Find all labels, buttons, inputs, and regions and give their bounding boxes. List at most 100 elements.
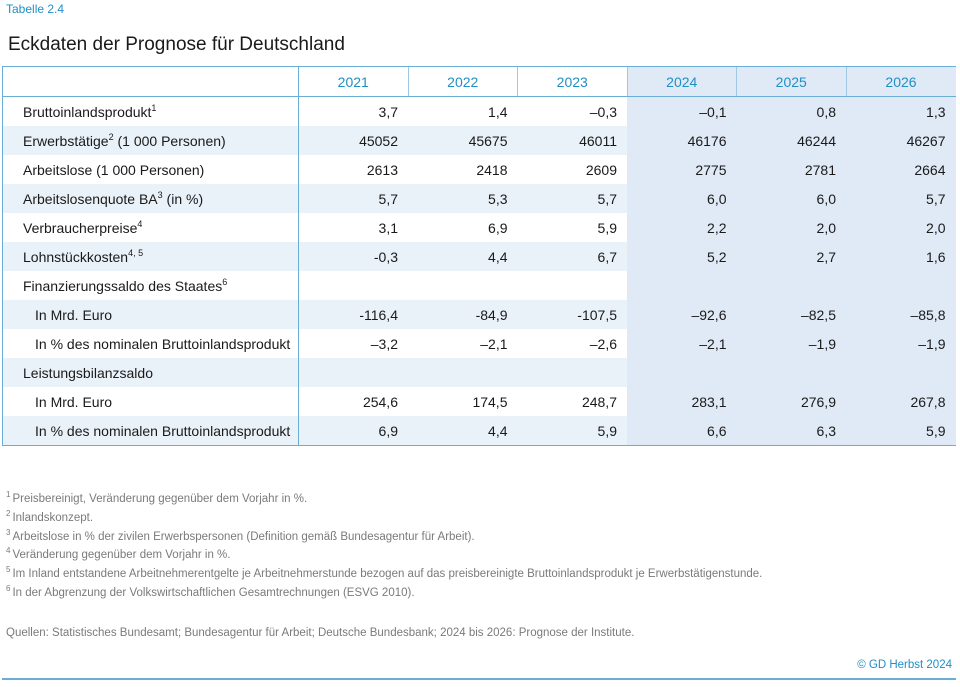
footnote: 2 Inlandskonzept. [6, 509, 762, 528]
value-cell: 248,7 [517, 387, 627, 416]
footnote: 1 Preisbereinigt, Veränderung gegenüber d… [6, 490, 762, 509]
value-cell: 2775 [627, 155, 737, 184]
value-cell: 2613 [298, 155, 408, 184]
table-row: Bruttoinlandsprodukt1 3,7 1,4 –0,3 –0,1 0,8 1,… [2, 96, 956, 126]
value-cell: 6,9 [298, 416, 408, 446]
footnote: 5 Im Inland entstandene Arbeitnehmerentge… [6, 565, 762, 584]
table-row: In Mrd. Euro -116,4 -84,9 -107,5 –92,6 –82,5–… [2, 300, 956, 329]
value-cell: 2,0 [736, 213, 846, 242]
table-row: In % des nominalen Bruttoinlandsprodukt 6… [2, 416, 956, 446]
footnote-text: Preisbereinigt, Veränderung gegenüber de… [12, 493, 308, 505]
footnote-text: In der Abgrenzung der Volkswirtschaftlic… [12, 586, 415, 599]
value-cell: 46176 [627, 126, 737, 155]
value-cell: –0,1 [627, 96, 737, 126]
value-cell: 5,7 [517, 184, 627, 213]
value-cell: 2609 [517, 155, 627, 184]
footnote-text: Arbeitslose in % der zivilen Erwerbspers… [12, 530, 475, 543]
value-cell: 6,0 [736, 184, 846, 213]
value-cell: 6,9 [408, 213, 518, 242]
row-label-suffix: (1 000 Personen) [113, 132, 226, 149]
value-cell: –82,5 [736, 300, 846, 329]
value-cell: –2,1 [408, 329, 518, 358]
value-cell [846, 358, 956, 387]
value-cell [736, 358, 846, 387]
value-cell [627, 271, 737, 300]
footnote: 3 Arbeitslose in % der zivilen Erwerbsper… [6, 528, 762, 547]
value-cell: 6,3 [736, 416, 846, 446]
table-row: In % des nominalen Bruttoinlandsprodukt –… [2, 329, 956, 358]
row-label-text: Bruttoinlandsprodukt [23, 103, 152, 120]
year-header: 2021 [298, 66, 408, 97]
value-cell: 5,7 [846, 184, 956, 213]
table-row: Arbeitslosenquote BA3 (in %) 5,7 5,3 5,7 6,0… [2, 184, 956, 213]
row-label-text: Arbeitslose (1 000 Personen) [23, 161, 205, 178]
footnote-marker: 4, 5 [128, 247, 144, 258]
year-header-forecast: 2026 [845, 66, 956, 97]
table-row: In Mrd. Euro 254,6 174,5 248,7 283,1 276,9 267… [2, 387, 956, 416]
year-header-forecast: 2025 [736, 66, 846, 97]
row-label-text: In % des nominalen Bruttoinlandsprodukt [35, 422, 291, 439]
value-cell: 5,2 [627, 242, 737, 271]
table-row: Verbraucherpreise4 3,1 6,9 5,9 2,2 2,0 2,0 [2, 213, 956, 242]
value-cell: 46244 [736, 126, 846, 155]
table-header-row: 2021 2022 2023 2024 2025 2026 [2, 66, 956, 97]
forecast-table: 2021 2022 2023 2024 2025 2026 Bruttoinla… [2, 66, 956, 446]
row-label-text: In % des nominalen Bruttoinlandsprodukt [35, 335, 291, 352]
row-label: Verbraucherpreise4 [2, 213, 299, 242]
row-label-text: Leistungsbilanzsaldo [23, 364, 153, 381]
value-cell: 5,7 [298, 184, 408, 213]
value-cell: 6,6 [627, 416, 737, 446]
page-title: Eckdaten der Prognose für Deutschland [8, 34, 345, 55]
table-row: Lohnstückkosten4, 5 -0,3 4,4 6,7 5,2 2,7 1,6 [2, 242, 956, 271]
footnote-number: 5 [6, 565, 11, 575]
value-cell: 254,6 [298, 387, 408, 416]
row-label: Leistungsbilanzsaldo [2, 358, 299, 387]
footnotes: 1 Preisbereinigt, Veränderung gegenüber d… [6, 490, 762, 603]
value-cell: –1,9 [736, 329, 846, 358]
value-cell [408, 358, 518, 387]
value-cell: -107,5 [517, 300, 627, 329]
row-label-suffix: (in %) [162, 190, 204, 207]
value-cell: –2,1 [627, 329, 737, 358]
footnote-marker: 6 [222, 276, 228, 287]
value-cell: 5,9 [517, 416, 627, 446]
row-label-text: In Mrd. Euro [35, 393, 113, 410]
table-row: Leistungsbilanzsaldo [2, 358, 956, 387]
value-cell: 1,3 [846, 96, 956, 126]
value-cell [517, 271, 627, 300]
row-label-text: Erwerbstätige [23, 132, 109, 149]
row-label: Lohnstückkosten4, 5 [2, 242, 299, 271]
row-label: Bruttoinlandsprodukt1 [2, 96, 299, 126]
value-cell: 174,5 [408, 387, 518, 416]
value-cell: 6,0 [627, 184, 737, 213]
footnote-text: Inlandskonzept. [12, 511, 94, 524]
row-label: Arbeitslose (1 000 Personen) [2, 155, 299, 184]
row-label-text: Arbeitslosenquote BA [23, 190, 158, 207]
value-cell: 1,4 [408, 96, 518, 126]
footnote-text: Veränderung gegenüber dem Vorjahr in %. [12, 549, 231, 562]
value-cell [408, 271, 518, 300]
bottom-rule [2, 678, 956, 680]
year-header-forecast: 2024 [626, 66, 737, 97]
row-label: Arbeitslosenquote BA3 (in %) [2, 184, 299, 213]
value-cell: 2,0 [846, 213, 956, 242]
table-row: Arbeitslose (1 000 Personen) 2613 2418 2609… [2, 155, 956, 184]
row-label-text: Lohnstückkosten [23, 248, 129, 265]
value-cell: –2,6 [517, 329, 627, 358]
header-label-cell [2, 66, 299, 97]
value-cell [298, 271, 408, 300]
value-cell: –1,9 [846, 329, 956, 358]
value-cell: –92,6 [627, 300, 737, 329]
value-cell: –3,2 [298, 329, 408, 358]
row-label: In % des nominalen Bruttoinlandsprodukt [2, 416, 299, 446]
value-cell: 5,3 [408, 184, 518, 213]
row-label: In Mrd. Euro [2, 300, 299, 329]
footnote-number: 1 [6, 490, 11, 499]
value-cell [627, 358, 737, 387]
footnote-marker: 2 [108, 131, 114, 142]
value-cell [846, 271, 956, 300]
row-label: In Mrd. Euro [2, 387, 299, 416]
value-cell: 6,7 [517, 242, 627, 271]
table-row: Finanzierungssaldo des Staates6 [2, 271, 956, 300]
value-cell: 4,4 [408, 242, 518, 271]
